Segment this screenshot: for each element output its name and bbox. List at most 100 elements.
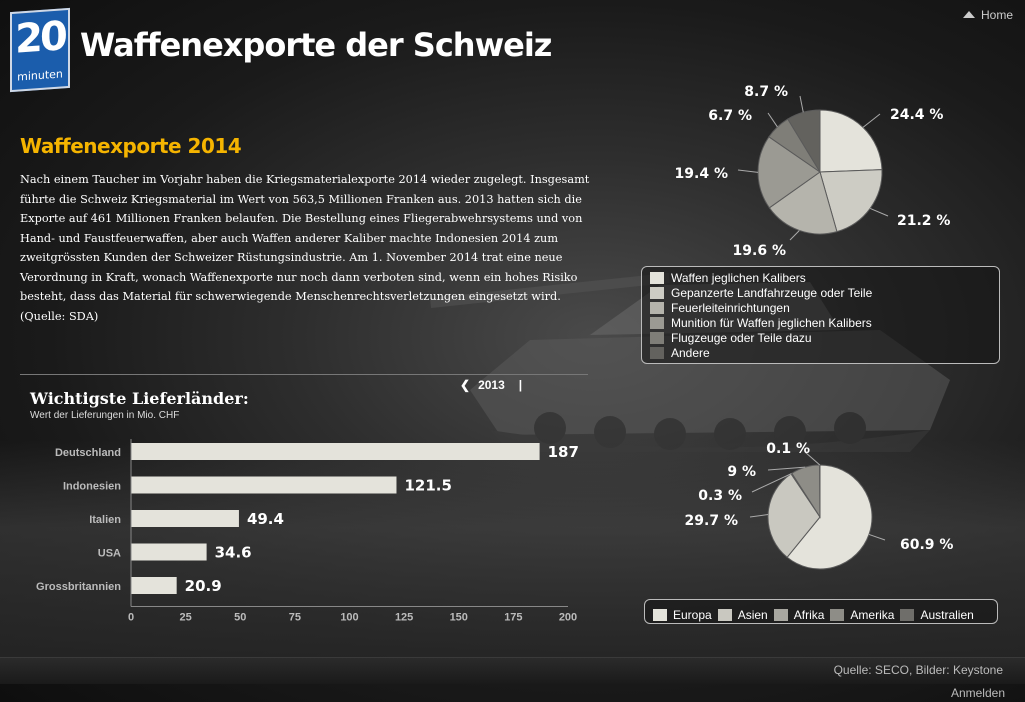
bar-x-tick-label: 50: [234, 612, 246, 624]
pie1-slice: [787, 109, 821, 174]
pie1-legend-item: Gepanzerte Landfahrzeuge oder Teile: [650, 286, 999, 301]
pie1-legend-item: Waffen jeglichen Kalibers: [650, 271, 999, 286]
footer-bar: [0, 657, 1025, 684]
pie1-slice: [819, 109, 883, 173]
pie1-leader-line: [862, 113, 881, 128]
divider: [20, 374, 588, 375]
pie1-legend-swatch: [650, 317, 664, 329]
bar-x-tick-label: 75: [289, 612, 301, 624]
page-title: Waffenexporte der Schweiz: [80, 26, 552, 64]
bar-value-label: 20.9: [185, 577, 222, 595]
login-link[interactable]: Anmelden: [950, 686, 1005, 700]
chevron-left-icon[interactable]: ❮: [460, 378, 471, 392]
bar-category-label: Italien: [89, 514, 121, 526]
bar-value-label: 121.5: [404, 477, 451, 495]
pie2-legend: Europa Asien Afrika Amerika Australien: [644, 599, 998, 624]
bar-category-label: USA: [98, 548, 121, 560]
pie2-slice-label: 9 %: [727, 464, 756, 480]
pie2-legend-swatch: [653, 609, 667, 621]
pie2-legend-swatch: [717, 609, 732, 621]
year-navigation: ❮ 2013 |: [460, 378, 522, 392]
pie1-leader-line: [799, 95, 804, 113]
pie2-legend-swatch: [830, 609, 845, 621]
pie2-leader-line: [749, 514, 769, 518]
bar-x-tick-label: 25: [180, 612, 192, 624]
pie1-legend-label: Munition für Waffen jeglichen Kalibers: [671, 316, 872, 330]
bar-usa: [131, 543, 207, 561]
pie2-leader-line: [868, 533, 886, 541]
pie1-leader-line: [767, 112, 778, 128]
pie1-legend-label: Andere: [671, 346, 710, 360]
bar-value-label: 49.4: [247, 510, 284, 528]
bar-x-tick-label: 175: [504, 612, 522, 624]
pie1-slice-label: 24.4 %: [890, 107, 943, 123]
pie1-legend-item: Flugzeuge oder Teile dazu: [650, 331, 999, 346]
bar-deutschland: [131, 443, 540, 460]
pie1-legend-swatch: [650, 302, 664, 314]
pie2-legend-swatch: [773, 609, 788, 621]
bar-x-tick-label: 0: [128, 612, 134, 624]
year-separator: |: [518, 378, 523, 392]
bar-chart-subtitle: Wert der Lieferungen in Mio. CHF: [30, 410, 180, 421]
pie1-leader-line: [789, 230, 800, 241]
bar-chart-title: Wichtigste Lieferländer:: [30, 389, 249, 408]
prev-year-link[interactable]: 2013: [478, 378, 505, 392]
pie1-legend-swatch: [650, 347, 664, 359]
pie2-slice-label: 0.3 %: [698, 488, 742, 504]
pie2-legend-item: Europa: [653, 608, 712, 622]
pie1-slice-label: 8.7 %: [744, 84, 788, 100]
bar-value-label: 34.6: [215, 544, 252, 562]
home-link[interactable]: Home: [962, 8, 1013, 22]
pie2-legend-label: Asien: [737, 608, 768, 622]
pie1-legend-item: Munition für Waffen jeglichen Kalibers: [650, 316, 999, 331]
pie2-slice-label: 29.7 %: [685, 513, 738, 529]
bar-value-label: 187: [548, 443, 579, 461]
bar-x-tick-label: 150: [450, 612, 468, 624]
bar-x-tick-label: 100: [340, 612, 358, 624]
pie1-legend-label: Gepanzerte Landfahrzeuge oder Teile: [671, 286, 873, 300]
pie2-leader-line: [767, 466, 806, 471]
pie1-slice-label: 21.2 %: [897, 213, 950, 229]
article-heading: Waffenexporte 2014: [20, 134, 242, 158]
pie1-slice-label: 19.6 %: [733, 243, 786, 259]
bar-category-label: Grossbritannien: [36, 581, 121, 593]
home-label: Home: [980, 8, 1013, 22]
bar-category-label: Deutschland: [55, 447, 121, 459]
bar-grossbritannien: [131, 577, 177, 594]
pie2-legend-label: Europa: [673, 608, 712, 622]
source-credit: Quelle: SECO, Bilder: Keystone: [833, 663, 1003, 677]
pie2-leader-line: [804, 451, 821, 466]
bar-category-label: Indonesien: [63, 481, 121, 493]
pie2-slice: [767, 473, 821, 558]
pie1-legend-swatch: [650, 287, 664, 299]
pie1-legend-swatch: [650, 332, 664, 344]
bar-x-tick-label: 125: [395, 612, 413, 624]
pie1-legend-swatch: [650, 272, 664, 284]
article-text: Nach einem Taucher im Vorjahr haben die …: [20, 173, 590, 323]
pie1-legend: Waffen jeglichen Kalibers Gepanzerte Land…: [641, 266, 1000, 364]
pie2-slice: [786, 464, 873, 570]
pie1-legend-label: Feuerleiteinrichtungen: [671, 301, 790, 315]
pie1-legend-item: Feuerleiteinrichtungen: [650, 301, 999, 316]
pie2-legend-swatch: [900, 609, 915, 621]
pie2-leader-line: [751, 473, 792, 493]
pie2-legend-item: Amerika: [830, 608, 894, 622]
pie1-leader-line: [737, 169, 759, 173]
bar-x-tick-label: 200: [559, 612, 577, 624]
pie2-slice-label: 60.9 %: [900, 537, 953, 553]
pie2-legend-item: Australien: [900, 608, 974, 622]
pie2-legend-item: Afrika: [773, 608, 824, 622]
pie2-legend-label: Amerika: [850, 608, 895, 622]
bar-indonesien: [131, 476, 397, 494]
pie1-leader-line: [869, 207, 889, 217]
pie1-legend-label: Flugzeuge oder Teile dazu: [671, 331, 812, 345]
pie1-legend-item: Andere: [650, 346, 999, 361]
pie2-legend-label: Australien: [920, 608, 974, 622]
pie1-slice-label: 19.4 %: [675, 166, 728, 182]
home-icon: [962, 11, 975, 18]
pie1-slice-label: 6.7 %: [708, 108, 752, 124]
pie1-slice: [819, 169, 883, 233]
pie2-slice-label: 0.1 %: [766, 441, 810, 457]
pie2-legend-item: Asien: [717, 608, 768, 622]
